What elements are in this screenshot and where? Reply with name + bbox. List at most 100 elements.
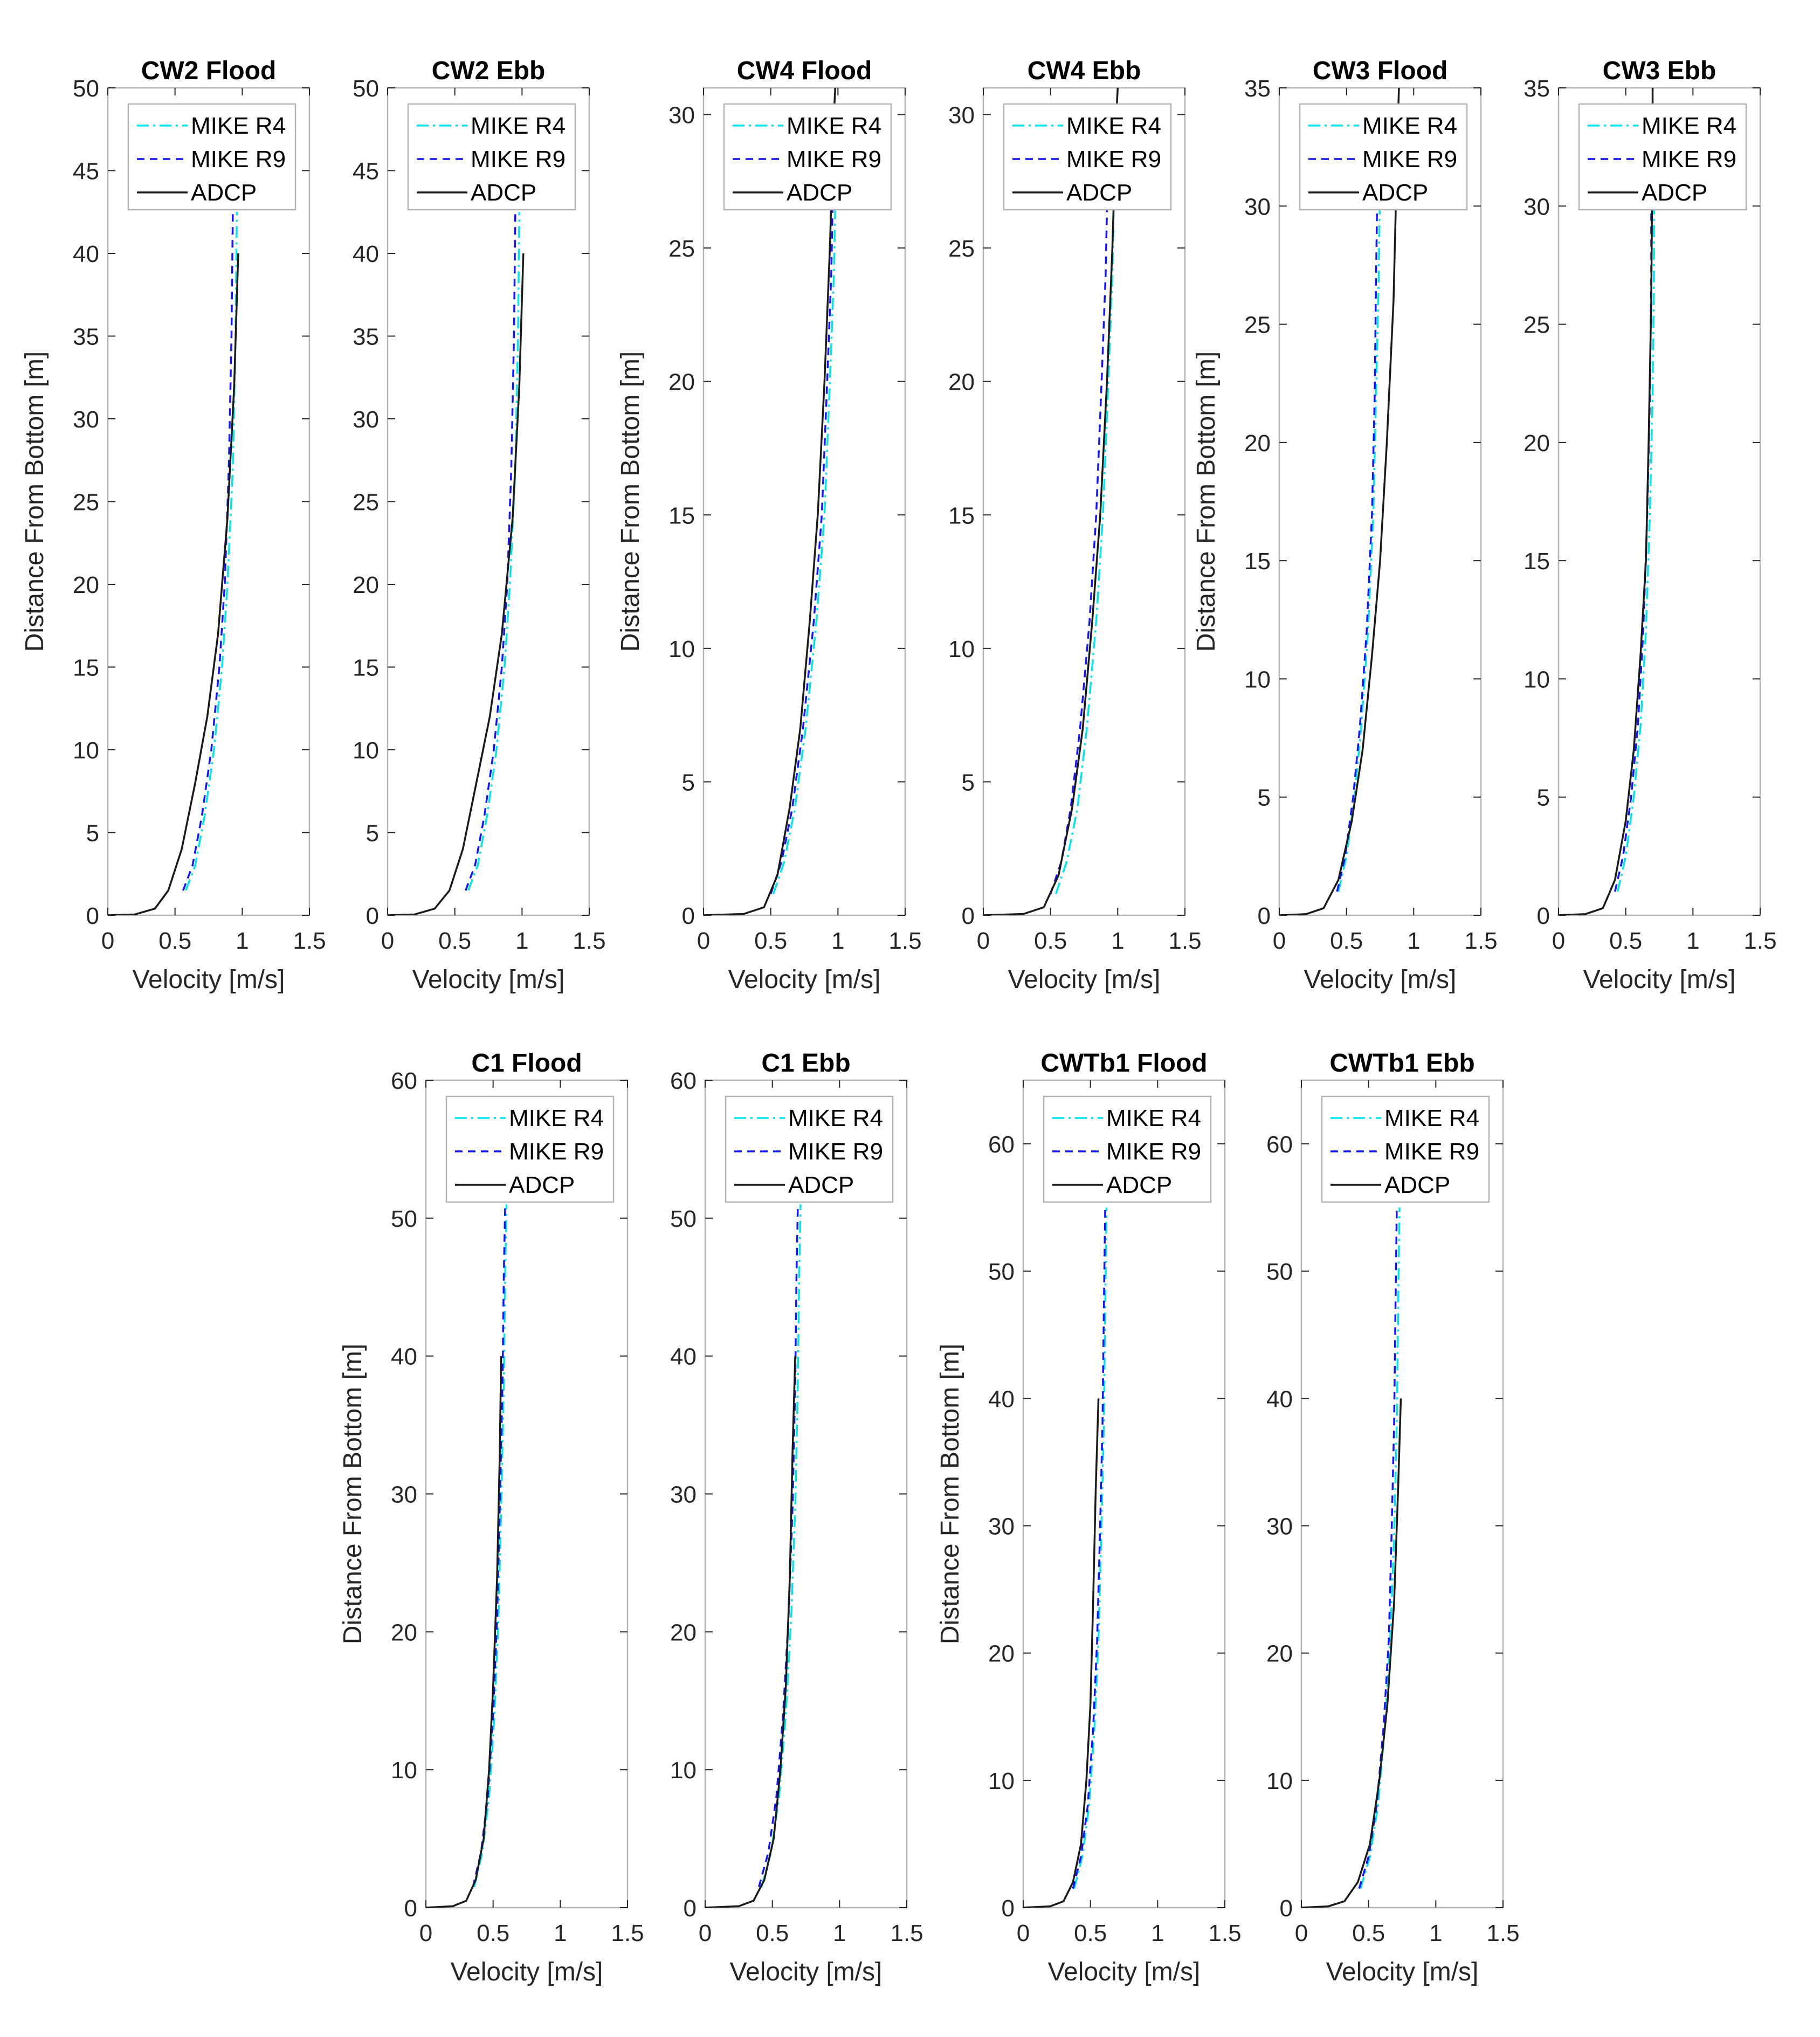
y-tick-label: 40 (988, 1386, 1015, 1412)
series-line-mike-r4 (1054, 208, 1115, 894)
legend-label: MIKE R9 (191, 146, 286, 172)
y-tick-label: 5 (682, 769, 695, 796)
y-axis-label: Distance From Bottom [m] (616, 351, 645, 652)
legend-label: MIKE R4 (788, 1105, 883, 1131)
y-tick-label: 30 (1523, 194, 1550, 220)
y-tick-label: 45 (73, 158, 99, 185)
axes-box (425, 1079, 629, 1909)
x-axis-label: Velocity [m/s] (730, 1958, 883, 1986)
x-axis-label: Velocity [m/s] (1583, 965, 1736, 994)
series-line-adcp (1559, 88, 1654, 915)
x-tick-label: 0.5 (1034, 928, 1067, 954)
axes-box (1300, 1079, 1504, 1909)
legend-label: MIKE R4 (471, 113, 566, 139)
y-tick-label: 60 (670, 1068, 697, 1094)
y-tick-label: 60 (1266, 1131, 1293, 1158)
x-tick-label: 0 (1017, 1920, 1030, 1946)
x-axis-label: Velocity [m/s] (728, 965, 881, 994)
chart-title: C1 Flood (471, 1049, 582, 1078)
y-tick-label: 10 (1523, 666, 1550, 693)
y-tick-label: 40 (391, 1344, 417, 1370)
legend-label: MIKE R4 (787, 113, 881, 139)
series-line-adcp (983, 88, 1119, 915)
y-tick-label: 35 (73, 324, 99, 350)
y-tick-label: 10 (948, 636, 975, 662)
x-tick-label: 1 (831, 928, 844, 954)
y-tick-label: 40 (353, 241, 379, 267)
legend-label: MIKE R9 (1066, 146, 1161, 172)
y-tick-label: 50 (73, 75, 99, 102)
x-tick-label: 1 (1407, 928, 1420, 954)
chart-title: CW2 Flood (141, 57, 277, 85)
x-tick-label: 0 (699, 1920, 712, 1946)
y-axis-label: Distance From Bottom [m] (1192, 351, 1221, 652)
y-tick-label: 25 (668, 236, 695, 262)
x-axis-label: Velocity [m/s] (1326, 1958, 1479, 1986)
y-tick-label: 15 (1244, 548, 1271, 575)
legend-label: ADCP (1066, 179, 1132, 206)
x-tick-label: 1.5 (1486, 1920, 1519, 1946)
x-tick-label: 1 (833, 1920, 846, 1946)
legend-label: MIKE R4 (1106, 1105, 1201, 1131)
x-tick-label: 1.5 (293, 928, 326, 954)
series-line-adcp (1301, 1398, 1402, 1908)
x-tick-label: 1 (1151, 1920, 1164, 1946)
series-line-mike-r4 (1360, 1207, 1401, 1889)
series-line-mike-r9 (464, 212, 516, 891)
legend-label: ADCP (509, 1172, 575, 1198)
legend-label: MIKE R9 (509, 1138, 604, 1165)
y-tick-label: 20 (668, 369, 695, 396)
y-tick-label: 20 (1266, 1641, 1293, 1667)
y-tick-label: 20 (391, 1619, 417, 1646)
x-tick-label: 0 (1295, 1920, 1308, 1946)
y-tick-label: 10 (668, 636, 695, 662)
series-line-mike-r9 (1614, 182, 1652, 892)
legend-label: ADCP (788, 1172, 854, 1198)
y-tick-label: 20 (670, 1619, 697, 1646)
y-tick-label: 10 (988, 1768, 1015, 1794)
x-tick-label: 1.5 (1743, 928, 1776, 954)
axes-box (387, 87, 590, 916)
series-line-adcp (108, 253, 239, 915)
y-tick-label: 5 (1258, 785, 1271, 811)
y-tick-label: 30 (391, 1482, 417, 1508)
series-line-mike-r9 (758, 1204, 799, 1888)
legend-label: MIKE R4 (191, 113, 286, 139)
chart-title: CW4 Ebb (1028, 57, 1141, 85)
legend-label: MIKE R4 (1362, 113, 1457, 139)
series-line-mike-r4 (773, 208, 837, 894)
series-line-mike-r4 (1616, 182, 1655, 892)
series-line-adcp (705, 1356, 796, 1908)
x-tick-label: 0.5 (1352, 1920, 1385, 1946)
x-tick-label: 0.5 (158, 928, 191, 954)
chart-title: CW4 Flood (737, 57, 872, 85)
legend-box (1003, 103, 1172, 211)
y-tick-label: 10 (353, 737, 379, 764)
series-line-mike-r9 (1072, 1207, 1106, 1889)
y-tick-label: 25 (1523, 312, 1550, 339)
y-tick-label: 15 (948, 502, 975, 529)
y-tick-label: 35 (353, 324, 379, 350)
y-tick-label: 10 (1266, 1768, 1293, 1794)
y-tick-label: 0 (682, 903, 695, 929)
y-tick-label: 0 (404, 1895, 417, 1922)
x-tick-label: 1 (1111, 928, 1124, 954)
axes-box (107, 87, 311, 916)
y-tick-label: 10 (1244, 666, 1271, 693)
chart-title: C1 Ebb (761, 1049, 850, 1078)
y-tick-label: 5 (86, 820, 99, 847)
x-tick-label: 0.5 (756, 1920, 789, 1946)
x-tick-label: 1.5 (890, 1920, 923, 1946)
x-tick-label: 1.5 (1464, 928, 1497, 954)
legend-label: MIKE R4 (1384, 1105, 1479, 1131)
y-tick-label: 35 (1244, 75, 1271, 102)
y-tick-label: 5 (962, 769, 975, 796)
y-tick-label: 15 (1523, 548, 1550, 575)
x-axis-label: Velocity [m/s] (1304, 965, 1457, 994)
y-tick-label: 50 (353, 75, 379, 102)
y-tick-label: 30 (353, 406, 379, 433)
x-tick-label: 0 (1273, 928, 1286, 954)
y-tick-label: 5 (366, 820, 379, 847)
y-tick-label: 20 (948, 369, 975, 396)
y-tick-label: 40 (1266, 1386, 1293, 1412)
